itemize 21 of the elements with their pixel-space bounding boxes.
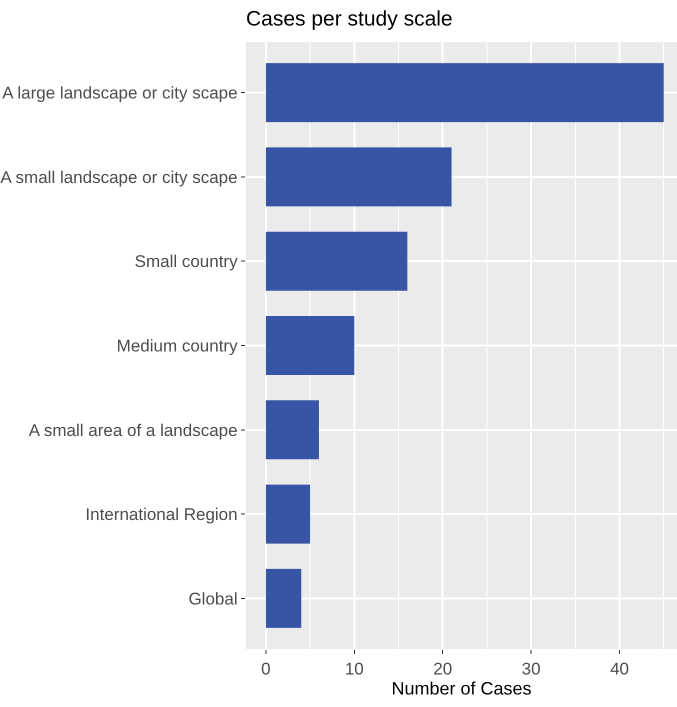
- y-tick-label: A small landscape or city scape: [0, 168, 238, 187]
- bar: [266, 147, 452, 206]
- bar: [266, 232, 408, 291]
- bar: [266, 63, 664, 122]
- x-tick-label: 30: [522, 659, 541, 678]
- bar: [266, 484, 310, 544]
- x-tick-label: 20: [433, 659, 452, 678]
- y-tick-label: International Region: [85, 505, 238, 524]
- y-tick-label: A large landscape or city scape: [2, 84, 238, 103]
- x-axis-title: Number of Cases: [391, 678, 532, 698]
- y-tick-label: Medium country: [116, 336, 238, 356]
- bar: [266, 568, 302, 628]
- y-tick-label: Small country: [134, 252, 238, 272]
- y-tick-label: A small area of a landscape: [28, 420, 238, 440]
- bar: [266, 400, 319, 460]
- chart-title: Cases per study scale: [246, 7, 453, 30]
- x-tick-label: 40: [610, 659, 629, 678]
- bar: [266, 316, 354, 376]
- x-tick-label: 0: [261, 659, 271, 678]
- y-tick-label: Global: [188, 589, 238, 608]
- x-tick-label: 10: [344, 659, 364, 678]
